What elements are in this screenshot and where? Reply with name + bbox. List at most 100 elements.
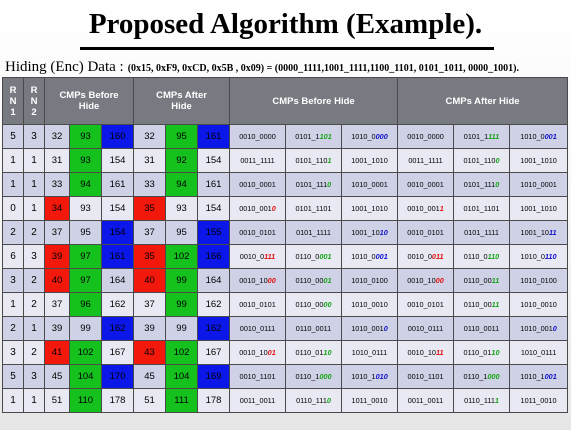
binary-hidden-bits: 0: [383, 324, 388, 333]
binary-before-cell: 0011_1111: [229, 148, 287, 173]
binary-before-cell: 0110_0011: [285, 316, 343, 341]
binary-hidden-bits: 1: [494, 396, 499, 405]
binary-prefix: 1001_1010: [520, 156, 557, 165]
binary-prefix: 1010_0: [351, 252, 376, 261]
binary-prefix: 0010_0001: [407, 180, 444, 189]
cmp-before-cell: 164: [100, 268, 135, 293]
binary-after-cell: 0101_1111: [453, 220, 511, 245]
cmp-before-cell: 94: [69, 172, 102, 197]
table-row: 1 2 37 96 162 37 99 162 0010_0101 0110_0000 1010_0…: [2, 292, 569, 317]
binary-prefix: 1010_0001: [520, 180, 557, 189]
binary-prefix: 1010_0111: [351, 348, 388, 357]
binary-prefix: 1011_0010: [351, 396, 388, 405]
binary-before-cell: 0010_0101: [229, 292, 287, 317]
binary-prefix: 1010_0100: [351, 276, 388, 285]
binary-hidden-bits: 0: [326, 396, 331, 405]
binary-before-cell: 1010_1010: [341, 364, 399, 389]
rn1-cell: 1: [2, 148, 24, 173]
cmp-after-cell: 162: [197, 292, 231, 317]
cmp-after-cell: 51: [133, 388, 167, 413]
binary-prefix: 0110_00: [463, 300, 492, 309]
binary-prefix: 0110_0: [463, 252, 488, 261]
binary-before-cell: 0010_0001: [229, 172, 287, 197]
cmp-before-cell: 167: [100, 340, 135, 365]
binary-prefix: 0110_01: [463, 348, 492, 357]
binary-before-cell: 0101_1101: [285, 148, 343, 173]
cmp-before-cell: 162: [100, 292, 135, 317]
binary-after-cell: 0101_1110: [453, 172, 511, 197]
binary-prefix: 0110_0: [295, 252, 320, 261]
binary-before-cell: 0101_1110: [285, 172, 343, 197]
cmp-after-cell: 95: [165, 220, 199, 245]
binary-prefix: 0010_001: [407, 204, 440, 213]
cmp-before-cell: 161: [100, 172, 135, 197]
binary-before-cell: 1010_0010: [341, 316, 399, 341]
binary-after-cell: 1001_1011: [509, 220, 569, 245]
binary-prefix: 0010_0111: [239, 324, 276, 333]
binary-hidden-bits: 010: [375, 372, 388, 381]
binary-hidden-bits: 11: [435, 348, 444, 357]
binary-prefix: 0010_0001: [239, 180, 276, 189]
binary-after-cell: 1001_1010: [509, 196, 569, 221]
binary-before-cell: 1010_0001: [341, 244, 399, 269]
cmp-after-cell: 104: [165, 364, 199, 389]
binary-prefix: 0110_00: [295, 276, 324, 285]
binary-prefix: 0110_1: [463, 372, 488, 381]
rn2-cell: 2: [23, 292, 45, 317]
cmp-before-cell: 93: [69, 124, 102, 149]
cmp-after-cell: 33: [133, 172, 167, 197]
binary-after-cell: 1010_0100: [509, 268, 569, 293]
binary-after-cell: 0110_0011: [453, 292, 511, 317]
rn1-cell: 2: [2, 316, 24, 341]
table-row: 2 1 39 99 162 39 99 162 0010_0111 0110_0011 1010_0…: [2, 316, 569, 341]
cmp-before-cell: 99: [69, 316, 102, 341]
cmp-after-cell: 167: [197, 340, 231, 365]
cmp-after-cell: 154: [197, 148, 231, 173]
binary-before-cell: 1010_0000: [341, 124, 399, 149]
hiding-detail: (0x15, 0xF9, 0xCD, 0x5B , 0x09) = (0000_…: [127, 63, 519, 74]
cmp-after-cell: 37: [133, 292, 167, 317]
binary-before-cell: 0101_1101: [285, 196, 343, 221]
cmp-after-cell: 102: [165, 244, 199, 269]
header-rn2: RN2: [23, 77, 45, 125]
binary-prefix: 1001_1010: [351, 204, 388, 213]
rn2-cell: 1: [23, 388, 45, 413]
binary-hidden-bits: 10: [323, 348, 332, 357]
binary-prefix: 0101_1111: [464, 228, 499, 237]
binary-hidden-bits: 101: [319, 132, 332, 141]
binary-before-cell: 1001_1010: [341, 148, 399, 173]
cmp-before-cell: 93: [69, 196, 102, 221]
binary-after-cell: 0110_0011: [453, 268, 511, 293]
cmp-after-cell: 94: [165, 172, 199, 197]
binary-hidden-bits: 0: [495, 180, 500, 189]
table-row: 3 2 40 97 164 40 99 164 0010_1000 0110_0001 1010_0…: [2, 268, 569, 293]
binary-prefix: 1010_001: [520, 324, 553, 333]
header-cmp-after: CMPs After Hide: [133, 77, 231, 125]
slide-title: Proposed Algorithm (Example).: [88, 8, 483, 40]
rn1-cell: 1: [2, 388, 24, 413]
binary-prefix: 0010_1101: [239, 372, 276, 381]
binary-hidden-bits: 0: [271, 204, 276, 213]
binary-hidden-bits: 0: [327, 180, 332, 189]
table-header-row: RN1 RN2 CMPs Before Hide CMPs After Hide…: [2, 77, 569, 125]
binary-prefix: 0010_10: [239, 348, 268, 357]
binary-prefix: 1011_0010: [520, 396, 557, 405]
cmp-before-cell: 39: [44, 244, 70, 269]
header-bin-after: CMPs After Hide: [397, 77, 569, 125]
binary-prefix: 0110_0011: [295, 324, 332, 333]
binary-hidden-bits: 10: [379, 228, 388, 237]
cmp-before-cell: 37: [44, 220, 70, 245]
table-row: 0 1 34 93 154 35 93 154 0010_0010 0101_1101 1001_1…: [2, 196, 569, 221]
binary-before-cell: 0010_1001: [229, 340, 287, 365]
binary-after-cell: 1010_0110: [509, 244, 569, 269]
binary-before-cell: 0011_0011: [229, 388, 287, 413]
hiding-data-line: Hiding (Enc) Data : (0x15, 0xF9, 0xCD, 0…: [5, 58, 571, 78]
rn1-cell: 5: [2, 364, 24, 389]
binary-prefix: 0110_111: [296, 396, 327, 405]
table-row: 5 3 45 104 170 45 104 169 0010_1101 0110_1000 1010…: [2, 364, 569, 389]
cmp-after-cell: 178: [197, 388, 231, 413]
binary-before-cell: 1010_0001: [341, 172, 399, 197]
binary-hidden-bits: 001: [319, 252, 332, 261]
cmp-before-cell: 39: [44, 316, 70, 341]
table-row: 6 3 39 97 161 35 102 166 0010_0111 0110_0001 1010_…: [2, 244, 569, 269]
